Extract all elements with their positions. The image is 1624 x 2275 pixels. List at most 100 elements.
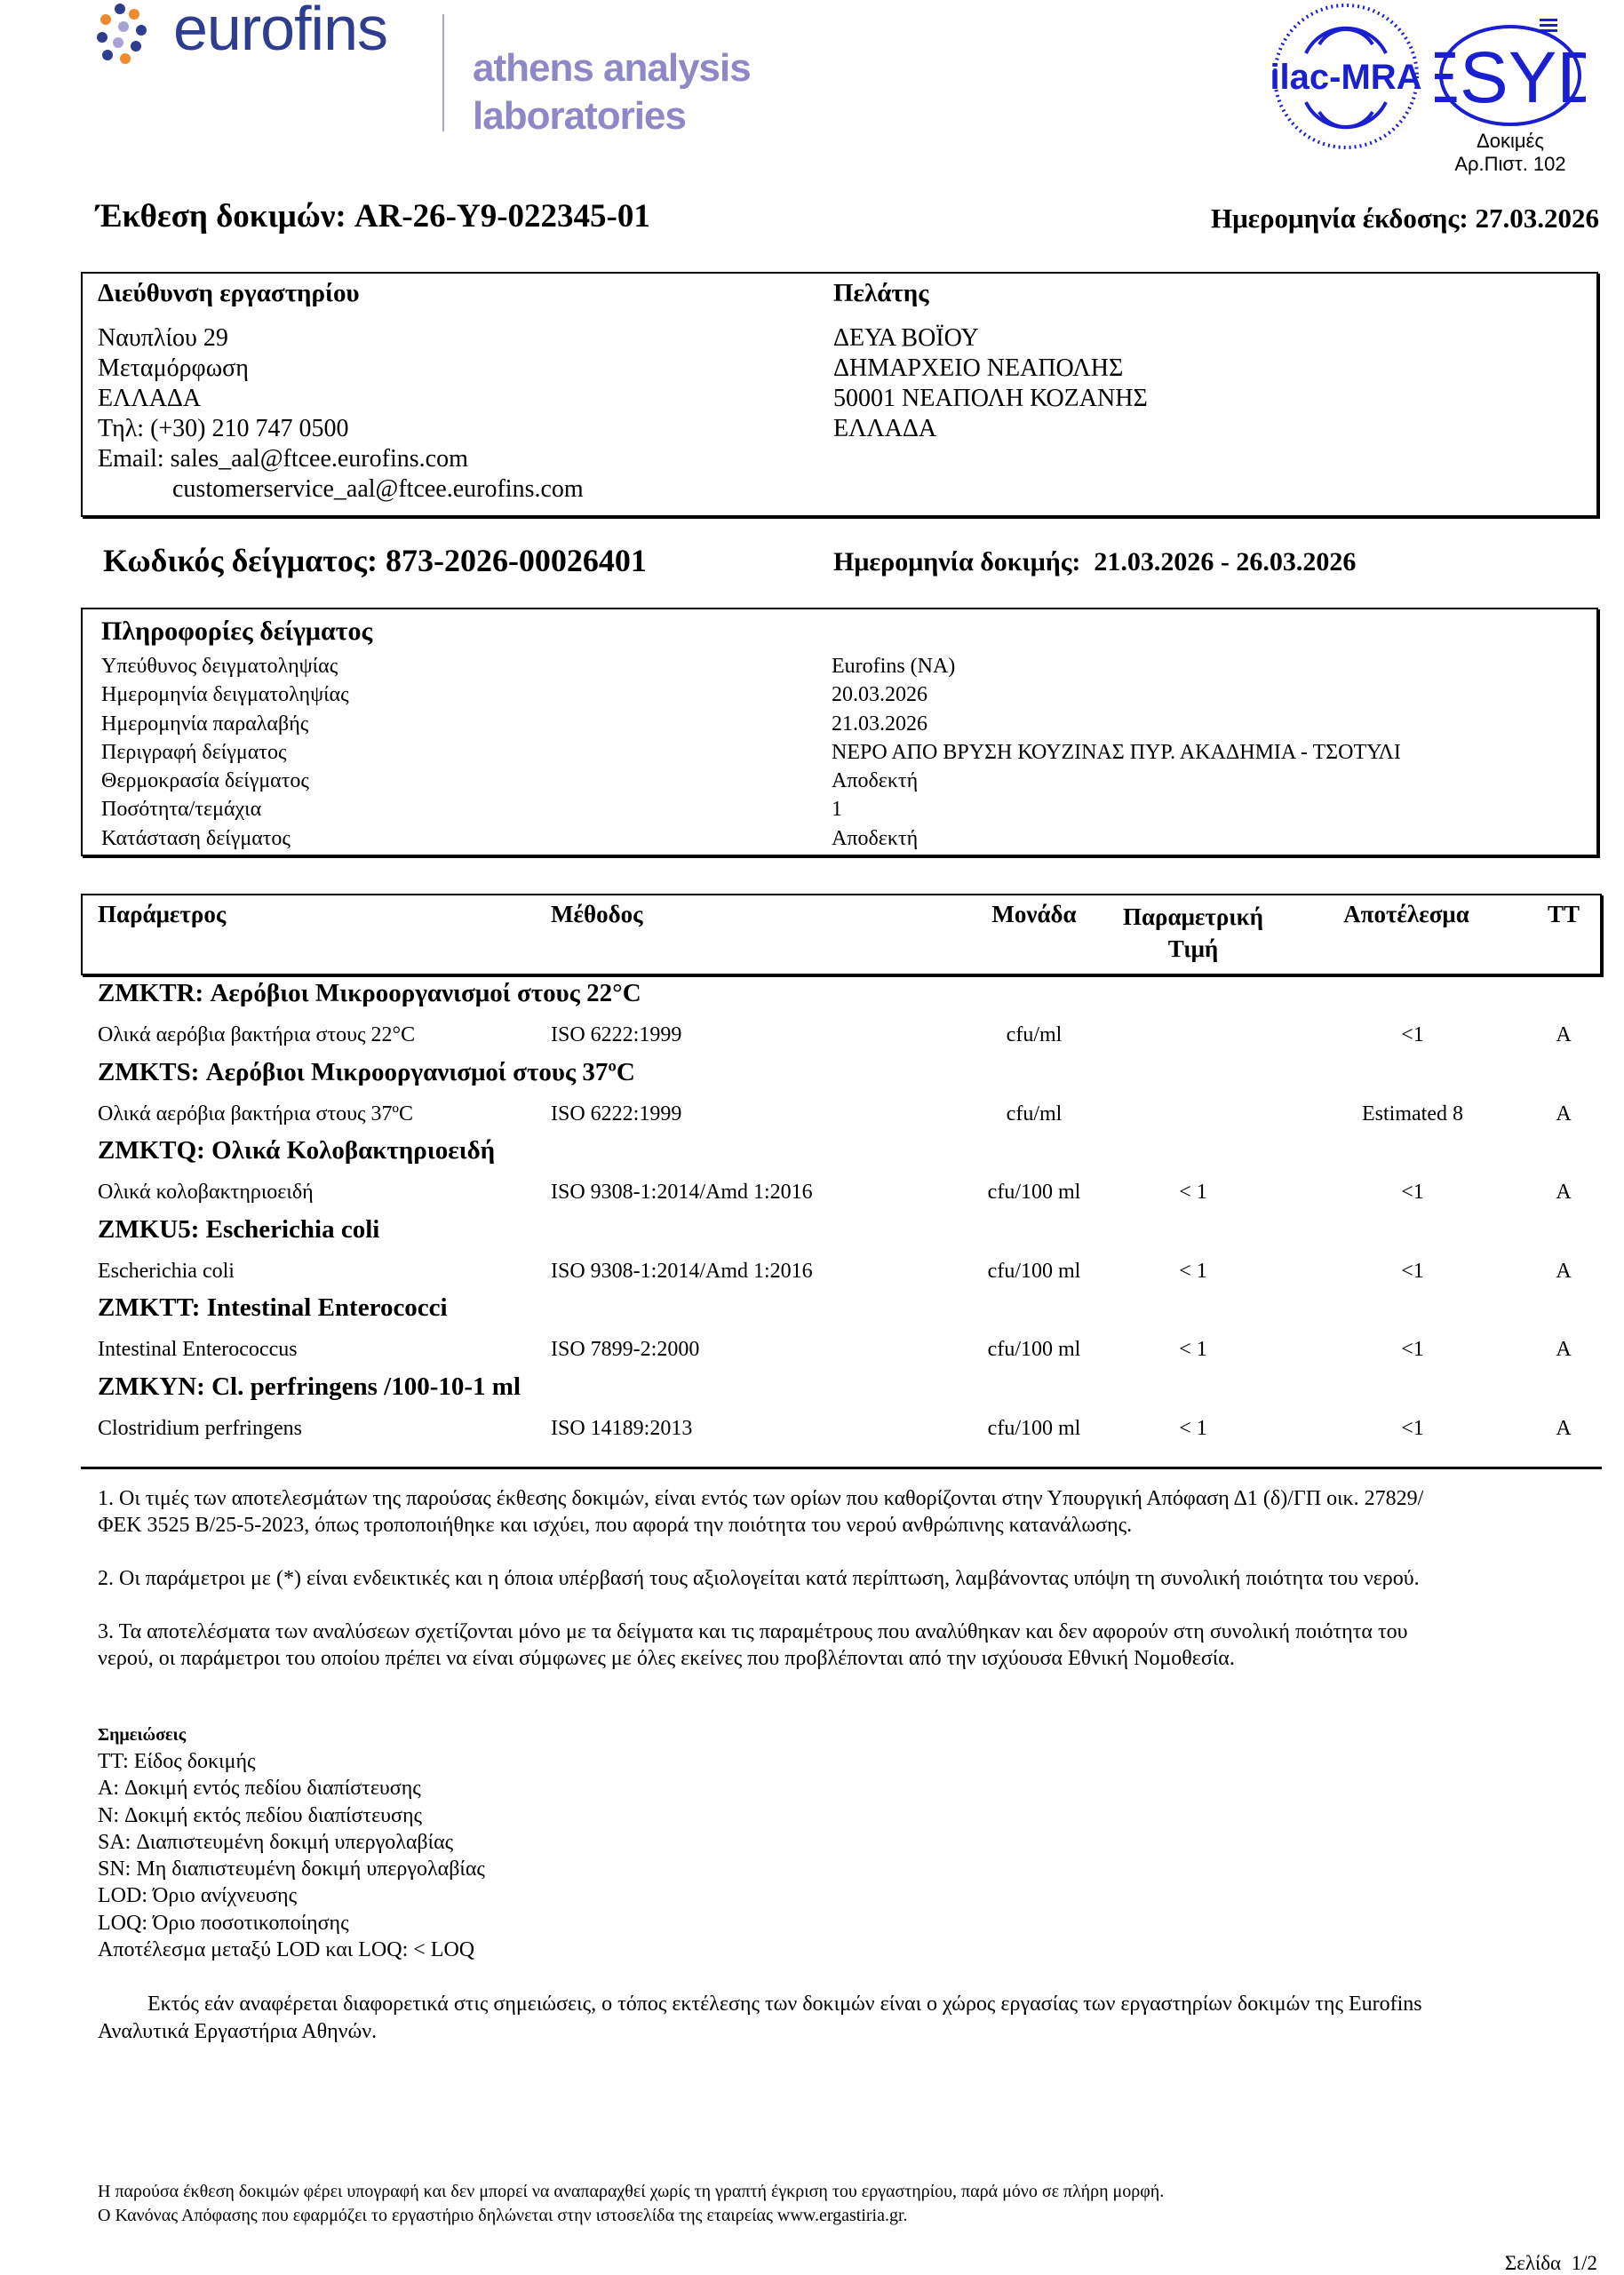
sample-info-row: Θερμοκρασία δείγματος Αποδεκτή [101, 767, 1585, 795]
client-line: 50001 ΝΕΑΠΟΛΗ ΚΟΖΑΝΗΣ [833, 385, 1148, 412]
cell-unit: cfu/100 ml [987, 1181, 1081, 1204]
cell-parameter: Escherichia coli [98, 1259, 235, 1283]
cell-method: ISO 6222:1999 [551, 1102, 682, 1126]
remark-line: N: Δοκιμή εκτός πεδίου διαπίστευσης [98, 1803, 423, 1827]
remark-line: SN: Μη διαπιστευμένη δοκιμή υπεργολαβίας [98, 1857, 485, 1881]
cell-result: <1 [1401, 1023, 1424, 1046]
sample-info-label: Περιγραφή δείγματος [101, 740, 287, 764]
cell-param-value: < 1 [1179, 1338, 1207, 1361]
cell-method: ISO 7899-2:2000 [551, 1338, 700, 1361]
lab-address-heading: Διεύθυνση εργαστηρίου [98, 279, 360, 307]
group-heading: ZMKTR: Αερόβιοι Μικροοργανισμοί στους 22… [98, 979, 641, 1007]
cell-parameter: Clostridium perfringens [98, 1416, 302, 1440]
footer: Η παρούσα έκθεση δοκιμών φέρει υπογραφή … [98, 2180, 1164, 2228]
numbered-note: 2. Οι παράμετροι με (*) είναι ενδεικτικέ… [98, 1565, 1420, 1592]
sample-info-label: Υπεύθυνος δειγματοληψίας [101, 655, 338, 678]
sample-info-row: Περιγραφή δείγματος ΝΕΡΟ ΑΠΟ ΒΡΥΣΗ ΚΟΥΖΙΝ… [101, 738, 1585, 767]
sample-info-label: Κατάσταση δείγματος [101, 826, 291, 850]
remark-line: LOD: Όριο ανίχνευσης [98, 1884, 298, 1908]
client-line: ΔΕΥΑ ΒΟΪΟΥ [833, 324, 979, 352]
sample-info-value: Αποδεκτή [832, 826, 919, 850]
cell-unit: cfu/ml [1006, 1102, 1063, 1126]
cell-tt: A [1556, 1102, 1572, 1126]
remarks-heading: Σημειώσεις [98, 1725, 187, 1745]
cell-unit: cfu/100 ml [987, 1338, 1081, 1361]
lab-address: Ναυπλίου 29 Μεταμόρφωση ΕΛΛΑΔΑ Τηλ: (+30… [98, 323, 584, 505]
cell-result: <1 [1401, 1416, 1424, 1440]
subtitle-line-1: athens analysis [473, 46, 752, 90]
cell-tt: A [1556, 1023, 1572, 1046]
client-line: ΔΗΜΑΡΧΕΙΟ ΝΕΑΠΟΛΗΣ [833, 354, 1124, 382]
numbered-note: 1. Οι τιμές των αποτελεσμάτων της παρούσ… [98, 1485, 1423, 1539]
sample-info-row: Κατάσταση δείγματος Αποδεκτή [101, 824, 1585, 853]
lab-email-secondary[interactable]: customerservice_aal@ftcee.eurofins.com [172, 475, 584, 503]
cell-result: <1 [1401, 1259, 1424, 1283]
location-note-line: Εκτός εάν αναφέρεται διαφορετικά στις ση… [147, 1993, 1422, 2016]
col-method: Μέθοδος [551, 901, 643, 927]
client-heading: Πελάτης [833, 279, 929, 307]
sample-info-value: 20.03.2026 [832, 683, 927, 707]
location-note: Εκτός εάν αναφέρεται διαφορετικά στις ση… [98, 1991, 1422, 2046]
cell-unit: cfu/100 ml [987, 1259, 1081, 1283]
sample-info-label: Ποσότητα/τεμάχια [101, 798, 262, 822]
client-address: ΔΕΥΑ ΒΟΪΟΥ ΔΗΜΑΡΧΕΙΟ ΝΕΑΠΟΛΗΣ 50001 ΝΕΑΠ… [833, 323, 1148, 444]
sample-info-value: 1 [832, 798, 842, 822]
cell-method: ISO 6222:1999 [551, 1023, 682, 1046]
sample-code: Κωδικός δείγματος: 873-2026-00026401 [103, 543, 647, 578]
col-result: Αποτέλεσμα [1343, 901, 1469, 927]
accreditation-number: Αρ.Πιστ. 102 [1454, 153, 1566, 175]
cell-parameter: Ολικά αερόβια βακτήρια στους 22°C [98, 1023, 416, 1046]
ilac-mra-logo: ilac-MRA [1270, 4, 1421, 149]
remark-line: A: Δοκιμή εντός πεδίου διαπίστευσης [98, 1777, 421, 1801]
page-label: Σελίδα [1504, 2252, 1562, 2274]
subtitle-line-2: laboratories [473, 94, 687, 138]
lab-phone: Τηλ: (+30) 210 747 0500 [98, 415, 349, 442]
lab-email[interactable]: Email: sales_aal@ftcee.eurofins.com [98, 445, 468, 473]
note-line: νερού, οι παράμετροι του οποίου πρέπει ν… [98, 1647, 1235, 1670]
issue-date: Ημερομηνία έκδοσης: 27.03.2026 [1211, 203, 1599, 234]
sample-info-rows: Υπεύθυνος δειγματοληψίας Eurofins (NA) Ημε… [101, 652, 1585, 853]
col-tt: TT [1547, 901, 1580, 927]
col-param-value: Παραμετρική Τιμή [1123, 901, 1263, 965]
eurofins-dots-icon [97, 4, 147, 64]
cell-parameter: Ολικά κολοβακτηριοειδή [98, 1181, 314, 1204]
sample-info-row: Ημερομηνία δειγματοληψίας 20.03.2026 [101, 680, 1585, 709]
cell-param-value: < 1 [1179, 1416, 1207, 1440]
note-line: 1. Οι τιμές των αποτελεσμάτων της παρούσ… [98, 1487, 1424, 1510]
sample-info-label: Ημερομηνία παραλαβής [101, 712, 309, 736]
remark-line: TT: Είδος δοκιμής [98, 1750, 256, 1773]
address-box [81, 272, 1598, 517]
footer-decision-rule: Ο Κανόνας Απόφασης που εφαρμόζει το εργα… [98, 2206, 908, 2225]
group-heading: ZMKTQ: Ολικά Κολοβακτηριοειδή [98, 1136, 496, 1165]
sample-info-box [81, 608, 1598, 856]
sample-info-label: Θερμοκρασία δείγματος [101, 769, 309, 793]
lab-line: Μεταμόρφωση [98, 354, 249, 382]
lab-line: ΕΛΛΑΔΑ [98, 385, 202, 412]
note-line: 3. Τα αποτελέσματα των αναλύσεων σχετίζο… [98, 1620, 1408, 1643]
esyd-text: ESYD [1435, 37, 1586, 118]
cell-tt: A [1556, 1259, 1572, 1283]
col-parameter: Παράμετρος [98, 901, 227, 927]
group-heading: ZMKYN: Cl. perfringens /100-10-1 ml [98, 1372, 521, 1401]
logo-divider [442, 14, 444, 131]
cell-param-value: < 1 [1179, 1181, 1207, 1204]
sample-info-row: Ποσότητα/τεμάχια 1 [101, 795, 1585, 823]
cell-tt: A [1556, 1338, 1572, 1361]
group-heading: ZMKU5: Escherichia coli [98, 1214, 380, 1244]
results-header-box [81, 894, 1602, 975]
note-line: 2. Οι παράμετροι με (*) είναι ενδεικτικέ… [98, 1567, 1420, 1590]
accreditation-caption: Δοκιμές Αρ.Πιστ. 102 [1454, 130, 1565, 176]
sample-info-heading: Πληροφορίες δείγματος [101, 616, 373, 646]
sample-info-value: Αποδεκτή [832, 769, 919, 793]
client-line: ΕΛΛΑΔΑ [833, 415, 937, 442]
cell-method: ISO 9308-1:2014/Amd 1:2016 [551, 1181, 813, 1204]
numbered-note: 3. Τα αποτελέσματα των αναλύσεων σχετίζο… [98, 1619, 1407, 1672]
cell-tt: A [1556, 1416, 1572, 1440]
report-title: Έκθεση δοκιμών: AR-26-Y9-022345-01 [96, 198, 650, 235]
cell-unit: cfu/100 ml [987, 1416, 1081, 1440]
test-date: Ημερομηνία δοκιμής: 21.03.2026 - 26.03.2… [833, 547, 1357, 577]
lab-line: Ναυπλίου 29 [98, 324, 228, 352]
cell-result: <1 [1401, 1181, 1424, 1204]
cell-method: ISO 14189:2013 [551, 1416, 693, 1440]
remark-line: Αποτέλεσμα μεταξύ LOD και LOQ: < LOQ [98, 1938, 475, 1962]
